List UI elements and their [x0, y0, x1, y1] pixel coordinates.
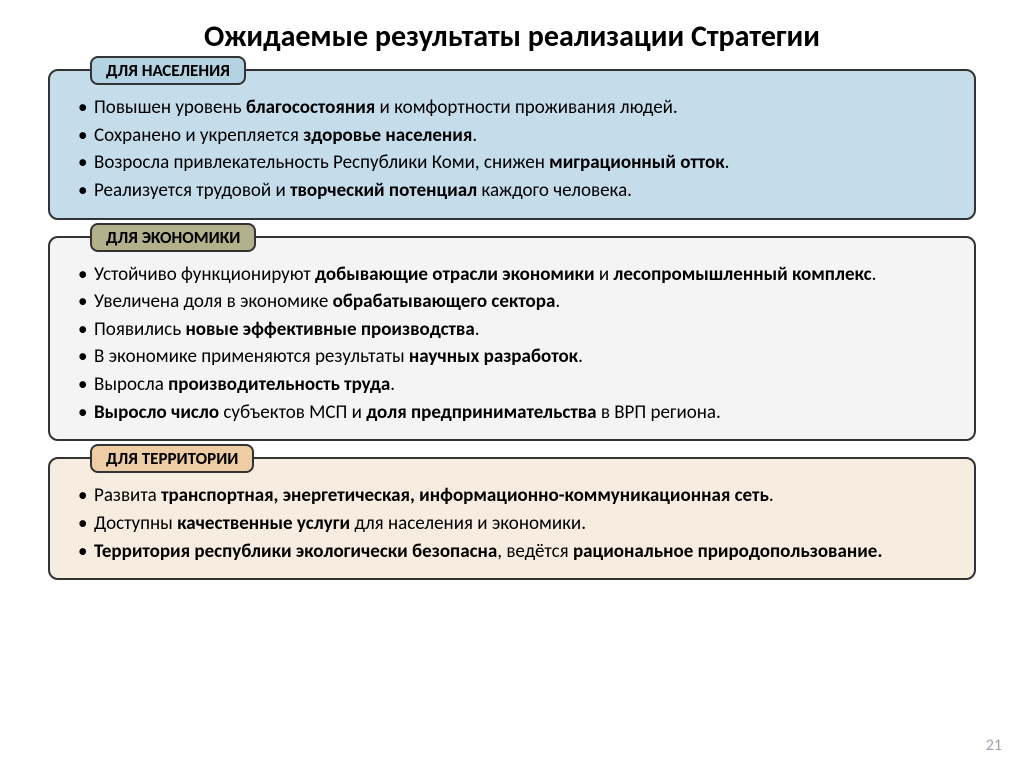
page-number: 21 — [986, 736, 1002, 755]
section-header-territory: ДЛЯ ТЕРРИТОРИИ — [90, 444, 254, 473]
list-item: Устойчиво функционируют добывающие отрас… — [78, 262, 952, 288]
section-header-population: ДЛЯ НАСЕЛЕНИЯ — [90, 56, 246, 85]
list-item: Возросла привлекательность Республики Ко… — [78, 150, 952, 176]
list-item: Увеличена доля в экономике обрабатывающе… — [78, 289, 952, 315]
section-economy: ДЛЯ ЭКОНОМИКИУстойчиво функционируют доб… — [48, 236, 976, 442]
sections-container: ДЛЯ НАСЕЛЕНИЯПовышен уровень благосостоя… — [48, 69, 976, 580]
list-item: В экономике применяются результаты научн… — [78, 344, 952, 370]
section-list-economy: Устойчиво функционируют добывающие отрас… — [72, 262, 952, 426]
section-population: ДЛЯ НАСЕЛЕНИЯПовышен уровень благосостоя… — [48, 69, 976, 220]
section-list-territory: Развита транспортная, энергетическая, ин… — [72, 483, 952, 564]
list-item: Появились новые эффективные производства… — [78, 317, 952, 343]
list-item: Выросло число субъектов МСП и доля предп… — [78, 400, 952, 426]
list-item: Сохранено и укрепляется здоровье населен… — [78, 123, 952, 149]
list-item: Выросла производительность труда. — [78, 372, 952, 398]
list-item: Реализуется трудовой и творческий потенц… — [78, 178, 952, 204]
section-header-economy: ДЛЯ ЭКОНОМИКИ — [90, 223, 256, 252]
page-title: Ожидаемые результаты реализации Стратеги… — [48, 18, 976, 55]
list-item: Доступны качественные услуги для населен… — [78, 511, 952, 537]
list-item: Повышен уровень благосостояния и комфорт… — [78, 95, 952, 121]
section-list-population: Повышен уровень благосостояния и комфорт… — [72, 95, 952, 204]
list-item: Развита транспортная, энергетическая, ин… — [78, 483, 952, 509]
section-territory: ДЛЯ ТЕРРИТОРИИРазвита транспортная, энер… — [48, 457, 976, 580]
list-item: Территория республики экологически безоп… — [78, 539, 952, 565]
